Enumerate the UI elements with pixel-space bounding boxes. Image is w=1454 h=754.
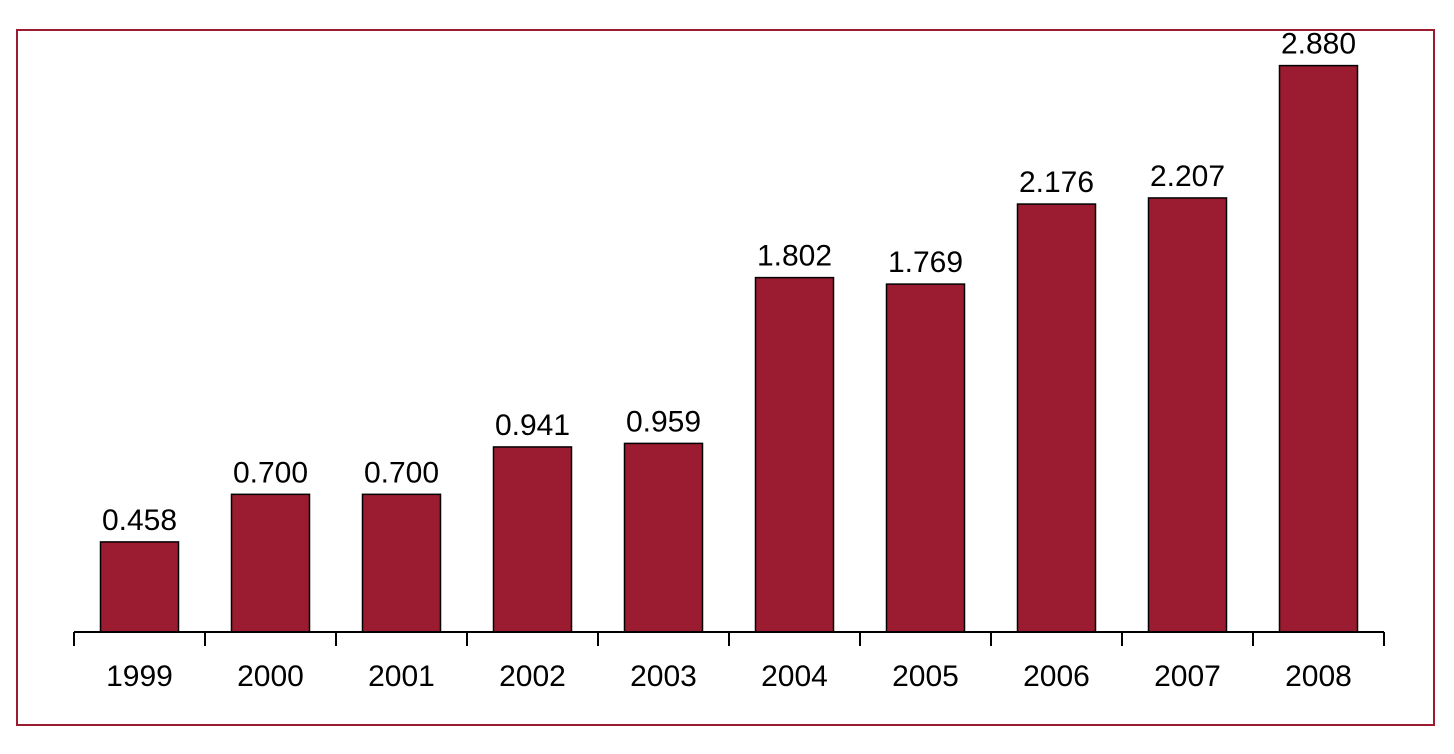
x-tick-label-2005: 2005	[892, 660, 959, 693]
x-tick-label-2000: 2000	[237, 660, 304, 693]
data-label-2001: 0.700	[364, 456, 439, 489]
x-tick-label-1999: 1999	[106, 660, 173, 693]
data-label-2006: 2.176	[1019, 166, 1094, 199]
x-tick-label-2003: 2003	[630, 660, 697, 693]
data-label-1999: 0.458	[102, 504, 177, 537]
x-tick-label-2006: 2006	[1023, 660, 1090, 693]
bar-2003	[623, 442, 704, 633]
x-tick-label-2001: 2001	[368, 660, 435, 693]
x-tick-label-2007: 2007	[1154, 660, 1221, 693]
bar-1999	[99, 541, 180, 633]
bar-2001	[361, 493, 442, 633]
data-label-2008: 2.880	[1281, 28, 1356, 61]
x-tick-label-2004: 2004	[761, 660, 828, 693]
x-tick-label-2008: 2008	[1285, 660, 1352, 693]
bar-2008	[1278, 64, 1359, 633]
data-label-2005: 1.769	[888, 246, 963, 279]
data-label-2002: 0.941	[495, 409, 570, 442]
x-axis	[73, 631, 1385, 646]
x-tick-label-2002: 2002	[499, 660, 566, 693]
tick-labels-group: 1999 2000 2001 2002 2003 2004 2005 2006 2007 2008	[106, 660, 1352, 693]
bar-2004	[754, 276, 835, 633]
data-label-2007: 2.207	[1150, 160, 1225, 193]
bar-2000	[230, 493, 311, 633]
bar-2007	[1147, 197, 1228, 633]
data-label-2000: 0.700	[233, 456, 308, 489]
data-labels-group: 0.458 0.700 0.700 0.941 0.959 1.802 1.769 2.176…	[102, 28, 1356, 537]
data-label-2003: 0.959	[626, 405, 701, 438]
bar-2002	[492, 446, 573, 633]
bar-2005	[885, 283, 966, 633]
bar-2006	[1016, 203, 1097, 633]
bars-group	[99, 64, 1359, 633]
data-label-2004: 1.802	[757, 240, 832, 273]
